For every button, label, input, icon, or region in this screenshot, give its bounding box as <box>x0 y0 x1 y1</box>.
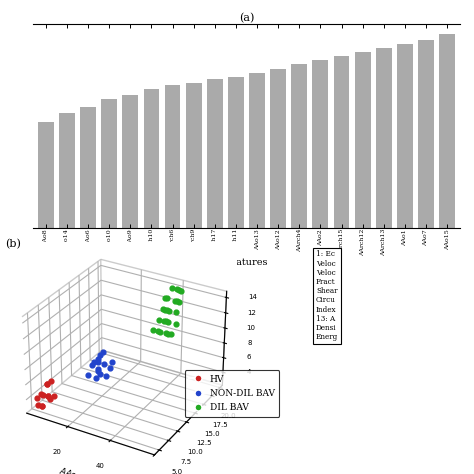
Bar <box>355 52 371 228</box>
Bar <box>164 85 181 228</box>
Title: (a): (a) <box>239 13 254 23</box>
Bar <box>186 83 201 228</box>
Bar <box>101 99 117 228</box>
Bar <box>418 40 434 228</box>
Bar <box>249 73 265 228</box>
Bar <box>122 95 138 228</box>
Bar <box>292 64 307 228</box>
Bar <box>334 56 349 228</box>
Bar <box>376 48 392 228</box>
Bar <box>228 77 244 228</box>
Text: (b): (b) <box>5 239 20 250</box>
Bar <box>59 113 75 228</box>
Bar <box>207 79 223 228</box>
Bar <box>144 89 159 228</box>
Bar <box>38 121 54 228</box>
X-axis label: Features: Features <box>225 258 268 267</box>
X-axis label: $AAo_5$: $AAo_5$ <box>57 465 82 474</box>
Bar <box>80 107 96 228</box>
Legend: HV, NON-DIL BAV, DIL BAV: HV, NON-DIL BAV, DIL BAV <box>185 370 280 417</box>
Bar <box>439 34 455 228</box>
Text: 1: Ec
Veloc
Veloc
Fract
Shear
Circu
Index
13: A
Densi
Energ: 1: Ec Veloc Veloc Fract Shear Circu Inde… <box>316 250 338 341</box>
Bar <box>397 44 413 228</box>
Bar <box>312 60 328 228</box>
Bar <box>270 69 286 228</box>
